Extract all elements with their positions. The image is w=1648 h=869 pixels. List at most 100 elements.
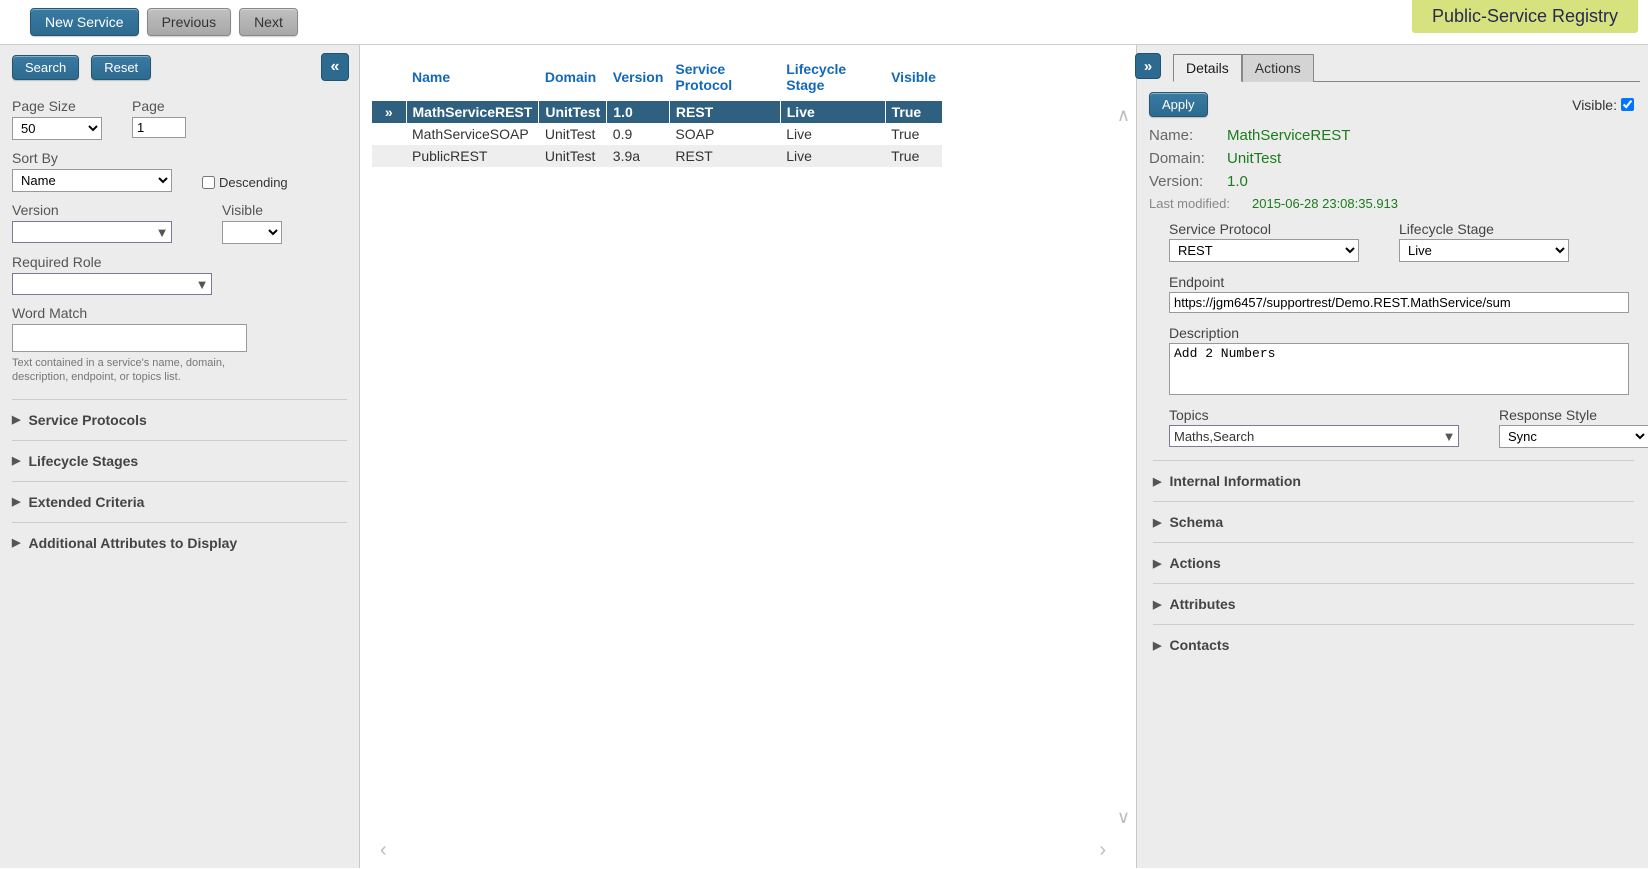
cell-domain: UnitTest <box>539 145 607 167</box>
chevron-down-icon: ▼ <box>153 225 171 240</box>
last-modified-label: Last modified: <box>1149 196 1244 211</box>
endpoint-input[interactable] <box>1169 292 1629 313</box>
reset-button[interactable]: Reset <box>91 55 151 80</box>
table-row[interactable]: PublicREST UnitTest 3.9a REST Live True <box>372 145 942 167</box>
services-table: Name Domain Version Service Protocol Lif… <box>372 53 942 167</box>
expander-attributes[interactable]: ▶ Attributes <box>1153 583 1634 624</box>
stage-label: Lifecycle Stage <box>1399 221 1569 237</box>
version-value: 1.0 <box>1227 173 1248 190</box>
chevron-down-icon: ▼ <box>193 277 211 292</box>
word-match-input[interactable] <box>12 324 247 352</box>
collapse-left-icon[interactable]: « <box>321 53 349 81</box>
cell-protocol: REST <box>669 145 780 167</box>
visible-label: Visible: <box>1572 97 1617 113</box>
protocol-label: Service Protocol <box>1169 221 1359 237</box>
row-indicator <box>372 123 406 145</box>
triangle-right-icon: ▶ <box>12 495 20 508</box>
expander-schema[interactable]: ▶ Schema <box>1153 501 1634 542</box>
expander-actions-section[interactable]: ▶ Actions <box>1153 542 1634 583</box>
search-panel: « Search Reset Page Size 50 Page Sort By… <box>0 45 360 868</box>
expander-service-protocols[interactable]: ▶ Service Protocols <box>12 400 347 441</box>
required-role-label: Required Role <box>12 254 347 270</box>
app-title: Public-Service Registry <box>1412 0 1638 33</box>
table-row[interactable]: » MathServiceREST UnitTest 1.0 REST Live… <box>372 101 942 123</box>
expander-label: Lifecycle Stages <box>28 453 138 469</box>
triangle-right-icon: ▶ <box>1153 475 1161 488</box>
cell-protocol: REST <box>669 101 780 123</box>
cell-visible: True <box>885 101 942 123</box>
endpoint-label: Endpoint <box>1169 274 1628 290</box>
table-row[interactable]: MathServiceSOAP UnitTest 0.9 SOAP Live T… <box>372 123 942 145</box>
next-button[interactable]: Next <box>239 8 298 36</box>
details-panel: » Details Actions Apply Visible: Name:Ma… <box>1136 45 1648 868</box>
version-filter-combo[interactable]: ▼ <box>12 221 172 243</box>
apply-button[interactable]: Apply <box>1149 92 1208 117</box>
cell-name: MathServiceREST <box>406 101 539 123</box>
col-visible[interactable]: Visible <box>885 53 942 101</box>
expander-lifecycle-stages[interactable]: ▶ Lifecycle Stages <box>12 441 347 482</box>
expander-extended-criteria[interactable]: ▶ Extended Criteria <box>12 482 347 523</box>
domain-label: Domain: <box>1149 150 1219 167</box>
tab-actions[interactable]: Actions <box>1242 54 1314 82</box>
triangle-right-icon: ▶ <box>12 454 20 467</box>
expander-label: Extended Criteria <box>28 494 144 510</box>
cell-stage: Live <box>780 123 885 145</box>
name-value: MathServiceREST <box>1227 127 1350 144</box>
row-indicator-header <box>372 53 406 101</box>
sort-by-label: Sort By <box>12 150 172 166</box>
stage-select[interactable]: Live <box>1399 239 1569 262</box>
domain-value: UnitTest <box>1227 150 1281 167</box>
word-match-label: Word Match <box>12 305 347 321</box>
topics-combo[interactable]: Maths,Search ▼ <box>1169 425 1459 447</box>
response-style-label: Response Style <box>1499 407 1648 423</box>
expander-internal-info[interactable]: ▶ Internal Information <box>1153 460 1634 501</box>
expander-label: Contacts <box>1169 637 1229 653</box>
cell-domain: UnitTest <box>539 101 607 123</box>
topics-value: Maths,Search <box>1170 429 1254 444</box>
cell-name: PublicREST <box>406 145 539 167</box>
description-label: Description <box>1169 325 1628 341</box>
col-name[interactable]: Name <box>406 53 539 101</box>
response-style-select[interactable]: Sync <box>1499 425 1648 448</box>
col-stage[interactable]: Lifecycle Stage <box>780 53 885 101</box>
word-match-help: Text contained in a service's name, doma… <box>12 356 272 385</box>
expander-contacts[interactable]: ▶ Contacts <box>1153 624 1634 665</box>
tab-details[interactable]: Details <box>1173 54 1242 82</box>
row-indicator-icon: » <box>372 101 406 123</box>
descending-label: Descending <box>219 175 288 190</box>
triangle-right-icon: ▶ <box>1153 639 1161 652</box>
sort-by-select[interactable]: Name <box>12 169 172 192</box>
expander-label: Schema <box>1169 514 1223 530</box>
search-button[interactable]: Search <box>12 55 79 80</box>
page-size-select[interactable]: 50 <box>12 117 102 140</box>
protocol-select[interactable]: REST <box>1169 239 1359 262</box>
col-version[interactable]: Version <box>607 53 670 101</box>
page-input[interactable] <box>132 117 186 138</box>
expander-additional-attrs[interactable]: ▶ Additional Attributes to Display <box>12 523 347 563</box>
expander-label: Internal Information <box>1169 473 1300 489</box>
required-role-combo[interactable]: ▼ <box>12 273 212 295</box>
cell-visible: True <box>885 123 942 145</box>
page-label: Page <box>132 98 186 114</box>
triangle-right-icon: ▶ <box>1153 598 1161 611</box>
col-domain[interactable]: Domain <box>539 53 607 101</box>
description-textarea[interactable] <box>1169 343 1629 395</box>
expand-right-icon[interactable]: » <box>1135 53 1161 79</box>
topics-label: Topics <box>1169 407 1459 423</box>
cell-version: 3.9a <box>607 145 670 167</box>
new-service-button[interactable]: New Service <box>30 8 139 36</box>
chevron-down-icon: ▼ <box>1440 429 1458 444</box>
descending-checkbox[interactable] <box>202 176 215 189</box>
scroll-down-icon[interactable]: ∨ <box>1117 807 1130 828</box>
scroll-left-icon[interactable]: ‹ <box>380 839 387 862</box>
col-protocol[interactable]: Service Protocol <box>669 53 780 101</box>
triangle-right-icon: ▶ <box>12 413 20 426</box>
previous-button[interactable]: Previous <box>147 8 231 36</box>
results-panel: ∧ Name Domain Version Service Protocol L… <box>360 45 1136 868</box>
expander-label: Additional Attributes to Display <box>28 535 237 551</box>
visible-filter-select[interactable] <box>222 221 282 244</box>
page-size-label: Page Size <box>12 98 102 114</box>
visible-checkbox[interactable] <box>1621 98 1634 111</box>
scroll-up-icon[interactable]: ∧ <box>1117 105 1130 126</box>
scroll-right-icon[interactable]: › <box>1099 839 1106 862</box>
